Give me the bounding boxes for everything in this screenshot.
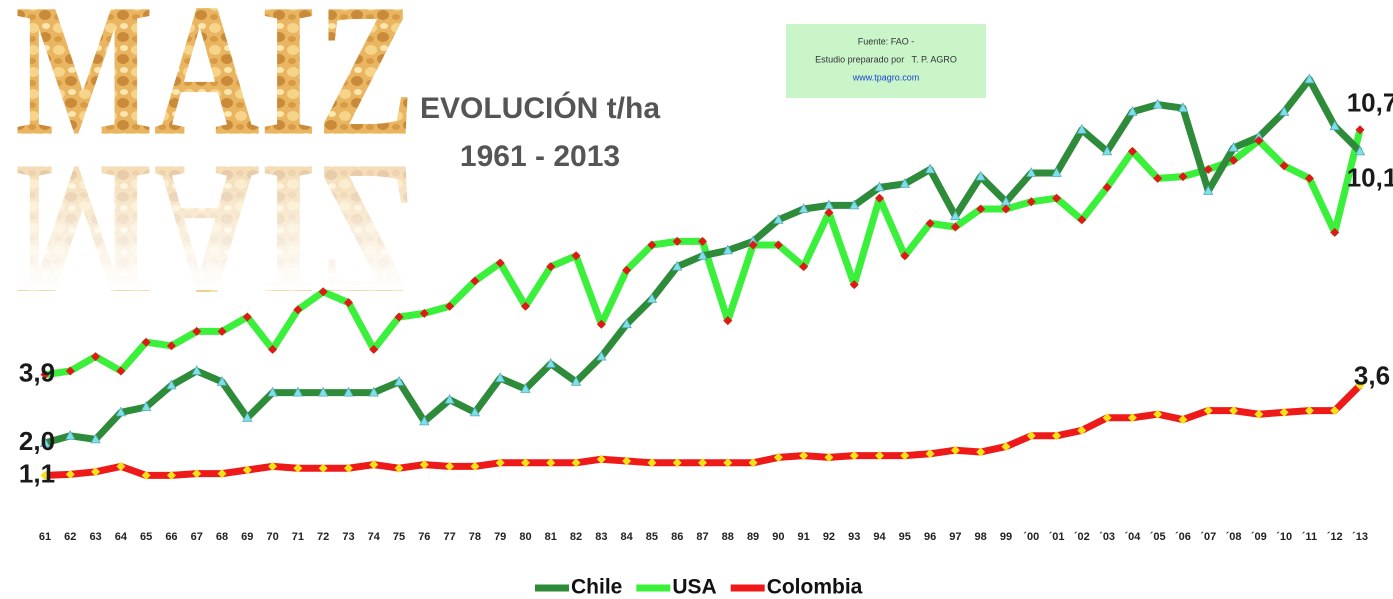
x-tick-label: 77 — [443, 531, 455, 543]
x-tick-label: 64 — [115, 531, 128, 543]
x-tick-label: 65 — [140, 531, 152, 543]
x-tick-label: 61 — [39, 531, 51, 543]
value-label: 1,1 — [19, 458, 55, 488]
legend-item: Chile — [535, 576, 622, 599]
chart-title: EVOLUCIÓN t/ha — [420, 91, 660, 125]
x-tick-label: ´08 — [1226, 531, 1242, 543]
x-tick-label: 71 — [292, 531, 304, 543]
chart-subtitle: 1961 - 2013 — [460, 140, 620, 173]
x-tick-label: 81 — [545, 531, 557, 543]
legend-item: Colombia — [731, 576, 863, 599]
value-label: 2,0 — [19, 426, 55, 456]
x-tick-label: 66 — [165, 531, 177, 543]
x-tick-label: 98 — [975, 531, 987, 543]
x-tick-label: ´06 — [1175, 531, 1191, 543]
x-tick-label: 90 — [772, 531, 784, 543]
x-tick-label: 83 — [595, 531, 607, 543]
chart: MAIZ MAIZ EVOLUCIÓN t/ha 1961 - 2013 Fue… — [0, 0, 1393, 599]
legend-item: USA — [636, 576, 716, 599]
logo: MAIZ MAIZ — [0, 0, 430, 334]
x-tick-label: ´04 — [1124, 531, 1141, 543]
x-tick-label: 70 — [266, 531, 278, 543]
x-tick-label: 68 — [216, 531, 228, 543]
x-tick-label: ´01 — [1049, 531, 1065, 543]
x-tick-label: ´09 — [1251, 531, 1267, 543]
legend-label: Colombia — [767, 576, 863, 599]
x-tick-label: 92 — [823, 531, 835, 543]
x-tick-label: 88 — [722, 531, 734, 543]
legend-label: Chile — [571, 576, 622, 599]
x-tick-label: ´03 — [1099, 531, 1115, 543]
x-tick-label: 86 — [671, 531, 683, 543]
x-tick-label: 97 — [949, 531, 961, 543]
x-tick-label: ´00 — [1023, 531, 1039, 543]
x-tick-label: 96 — [924, 531, 936, 543]
x-tick-label: ´11 — [1302, 531, 1317, 543]
legend-label: USA — [672, 576, 716, 599]
x-tick-label: ´12 — [1327, 531, 1343, 543]
x-tick-label: 79 — [494, 531, 506, 543]
source-link: www.tpagro.com — [852, 72, 920, 82]
x-tick-label: ´05 — [1150, 531, 1166, 543]
value-label: 3,6 — [1354, 360, 1390, 390]
x-tick-label: 72 — [317, 531, 329, 543]
x-tick-label: 82 — [570, 531, 582, 543]
value-label: 10,1 — [1347, 162, 1393, 192]
x-tick-label: 91 — [798, 531, 810, 543]
x-tick-label: 80 — [519, 531, 531, 543]
x-tick-label: 78 — [469, 531, 481, 543]
x-tick-label: 93 — [848, 531, 860, 543]
x-tick-label: 62 — [64, 531, 76, 543]
x-tick-label: 76 — [418, 531, 430, 543]
x-tick-label: 85 — [646, 531, 658, 543]
x-tick-label: 74 — [368, 531, 381, 543]
value-label: 3,9 — [19, 357, 55, 387]
x-tick-label: 63 — [89, 531, 101, 543]
x-tick-label: 84 — [621, 531, 634, 543]
x-tick-label: 67 — [191, 531, 203, 543]
x-tick-label: 89 — [747, 531, 759, 543]
x-tick-label: 69 — [241, 531, 253, 543]
source-line: Estudio preparado por T. P. AGRO — [815, 54, 957, 64]
source-line: Fuente: FAO - — [858, 36, 915, 46]
x-tick-label: 75 — [393, 531, 405, 543]
x-tick-label: 87 — [696, 531, 708, 543]
x-tick-label: ´07 — [1200, 531, 1216, 543]
x-tick-label: 95 — [899, 531, 911, 543]
x-tick-label: 99 — [1000, 531, 1012, 543]
x-tick-label: ´13 — [1352, 531, 1368, 543]
x-tick-label: 73 — [342, 531, 354, 543]
x-tick-label: ´10 — [1276, 531, 1292, 543]
x-tick-label: 94 — [873, 531, 886, 543]
value-label: 10,7 — [1347, 88, 1393, 118]
logo-fade — [0, 150, 430, 290]
x-tick-label: ´02 — [1074, 531, 1090, 543]
